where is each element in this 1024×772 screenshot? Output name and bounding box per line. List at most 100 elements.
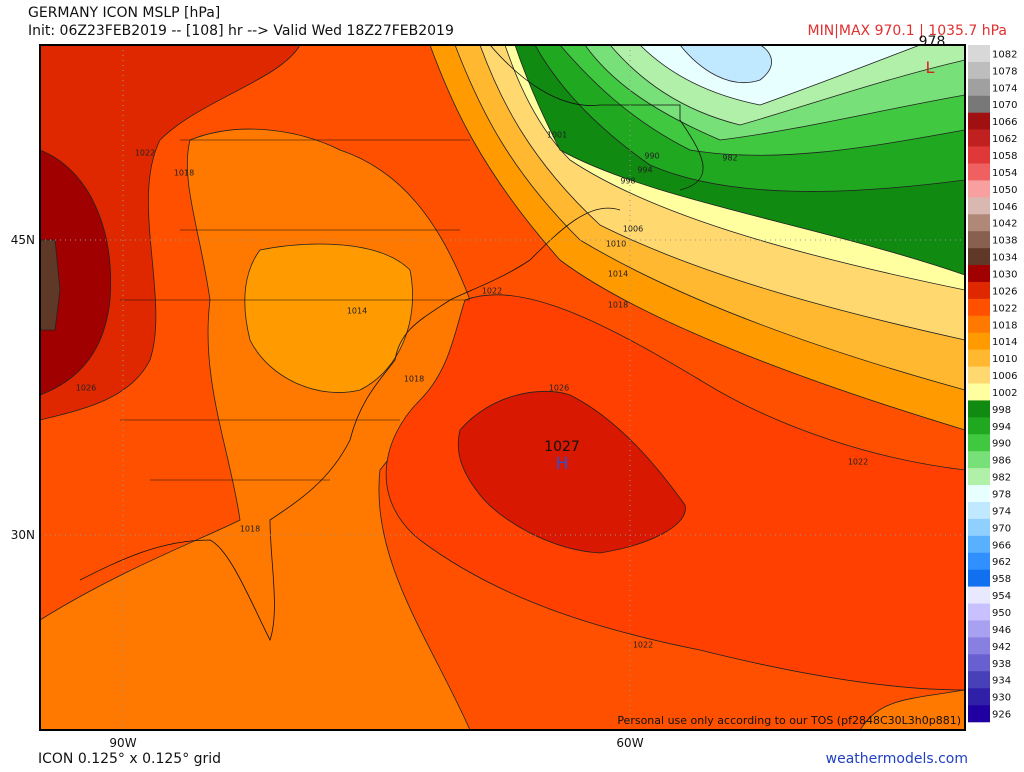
colorbar-swatch: [968, 400, 990, 418]
colorbar-swatch: [968, 298, 990, 317]
colorbar-label: 1070: [992, 100, 1017, 111]
fill-1034: [40, 239, 61, 331]
colorbar-swatch: [968, 45, 990, 63]
low-value: 978: [919, 34, 946, 50]
colorbar-label: 938: [992, 659, 1011, 670]
colorbar-label: 1030: [992, 269, 1017, 280]
contour-label: 1026: [549, 384, 569, 393]
colorbar-swatch: [968, 671, 990, 689]
colorbar-label: 962: [992, 557, 1011, 568]
colorbar-label: 1042: [992, 219, 1017, 230]
contour-label: 982: [722, 154, 737, 163]
colorbar-label: 934: [992, 676, 1011, 687]
colorbar-label: 1002: [992, 388, 1017, 399]
colorbar-swatch: [968, 620, 990, 638]
colorbar-swatch: [968, 197, 990, 215]
colorbar-label: 1058: [992, 151, 1017, 162]
colorbar-label: 1022: [992, 303, 1017, 314]
colorbar-label: 942: [992, 642, 1011, 653]
colorbar-label: 926: [992, 710, 1011, 721]
contour-label: 1022: [482, 287, 502, 296]
map-frame: [39, 44, 966, 731]
colorbar-label: 950: [992, 608, 1011, 619]
colorbar-swatch: [968, 214, 990, 232]
colorbar-swatch: [968, 315, 990, 334]
fill-1026-ocean: [457, 390, 686, 554]
colorbar-swatch: [968, 637, 990, 655]
colorbar-label: 1006: [992, 371, 1017, 382]
colorbar-swatch: [968, 349, 990, 367]
init-line: Init: 06Z23FEB2019 -- [108] hr --> Valid…: [28, 23, 454, 39]
colorbar-label: 974: [992, 506, 1011, 517]
colorbar-label: 1078: [992, 66, 1017, 77]
colorbar-label: 1054: [992, 168, 1017, 179]
coast-east: [79, 207, 621, 642]
colorbar-swatch: [968, 569, 990, 587]
colorbar-label: 954: [992, 591, 1011, 602]
contour-label: 1018: [240, 525, 260, 534]
colorbar-swatch: [968, 112, 990, 130]
colorbar-swatch: [968, 129, 990, 147]
colorbar-label: 1062: [992, 134, 1017, 145]
colorbar-swatch: [968, 332, 990, 350]
contour-label: 1022: [848, 458, 868, 467]
colorbar-label: 930: [992, 693, 1011, 704]
colorbar-label: 982: [992, 473, 1011, 484]
min-max: MIN|MAX 970.1 | 1035.7 hPa: [808, 23, 1008, 39]
colorbar-label: 1050: [992, 185, 1017, 196]
colorbar-swatch: [968, 281, 990, 300]
high-value: 1027: [544, 439, 580, 455]
colorbar-swatch: [968, 180, 990, 198]
lon-label: 90W: [109, 736, 136, 750]
coast-north: [489, 45, 704, 191]
colorbar-label: 966: [992, 540, 1011, 551]
colorbar-label: 990: [992, 439, 1011, 450]
colorbar-label: 958: [992, 574, 1011, 585]
contour-label: 1022: [135, 149, 155, 158]
disclaimer: Personal use only according to our TOS (…: [617, 714, 961, 727]
colorbar-swatch: [968, 501, 990, 520]
pressure-fill: [40, 45, 965, 730]
colorbar-label: 1014: [992, 337, 1017, 348]
site[interactable]: weathermodels.com: [826, 751, 968, 767]
contour-label: 1018: [174, 169, 194, 178]
colorbar-label: 1034: [992, 253, 1017, 264]
contour-label: 1006: [623, 225, 643, 234]
colorbar-swatch: [968, 552, 990, 570]
colorbar-label: 946: [992, 625, 1011, 636]
colorbar-label: 1082: [992, 49, 1017, 60]
colorbar-label: 970: [992, 523, 1011, 534]
colorbar-label: 998: [992, 405, 1011, 416]
contour-label: 1010: [606, 240, 626, 249]
colorbar-label: 1046: [992, 202, 1017, 213]
colorbar-label: 1074: [992, 83, 1017, 94]
colorbar-swatch: [968, 417, 990, 435]
colorbar-swatch: [968, 451, 990, 469]
fill-band-11: [679, 45, 772, 83]
contour-label: 1014: [347, 307, 367, 316]
colorbar-swatch: [968, 485, 990, 503]
colorbar-swatch: [968, 265, 990, 283]
colorbar-swatch: [968, 586, 990, 604]
colorbar-swatch: [968, 366, 990, 384]
colorbar-swatch: [968, 603, 990, 621]
colorbar-label: 994: [992, 422, 1011, 433]
colorbar-label: 978: [992, 490, 1011, 501]
high-symbol: H: [556, 454, 569, 474]
lat-label: 30N: [11, 528, 35, 542]
contour-label: 1018: [608, 301, 628, 310]
colorbar-label: 986: [992, 456, 1011, 467]
contour-label: 990: [644, 152, 659, 161]
contour-label: 1001: [547, 131, 567, 140]
lon-label: 60W: [616, 736, 643, 750]
contour-label: 1026: [76, 384, 96, 393]
colorbar-label: 1010: [992, 354, 1017, 365]
colorbar-label: 1026: [992, 286, 1017, 297]
colorbar-swatch: [968, 163, 990, 181]
contour-label: 1018: [404, 375, 424, 384]
colorbar-label: 1018: [992, 320, 1017, 331]
contour-label: 994: [637, 166, 652, 175]
colorbar-swatch: [968, 688, 990, 706]
